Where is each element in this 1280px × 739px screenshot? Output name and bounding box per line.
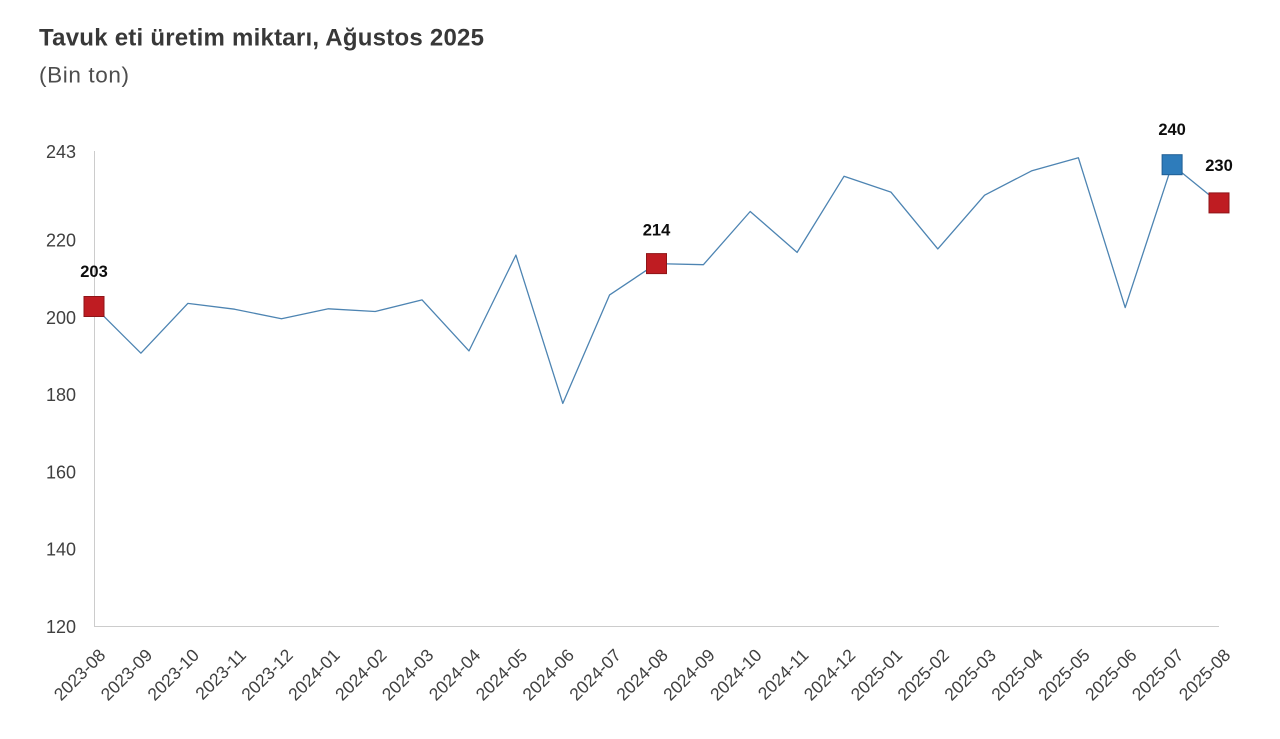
svg-text:(Bin ton): (Bin ton) xyxy=(39,63,129,88)
svg-text:220: 220 xyxy=(46,231,76,251)
svg-text:240: 240 xyxy=(1158,121,1186,139)
svg-text:160: 160 xyxy=(46,462,76,482)
svg-text:Tavuk eti üretim miktarı, Ağus: Tavuk eti üretim miktarı, Ağustos 2025 xyxy=(39,25,484,52)
svg-text:140: 140 xyxy=(46,540,76,560)
svg-text:180: 180 xyxy=(46,385,76,405)
svg-text:200: 200 xyxy=(46,308,76,328)
svg-text:230: 230 xyxy=(1205,157,1233,175)
svg-text:203: 203 xyxy=(80,263,108,281)
svg-text:120: 120 xyxy=(46,617,76,637)
svg-text:243: 243 xyxy=(46,142,76,162)
svg-text:214: 214 xyxy=(643,221,671,239)
